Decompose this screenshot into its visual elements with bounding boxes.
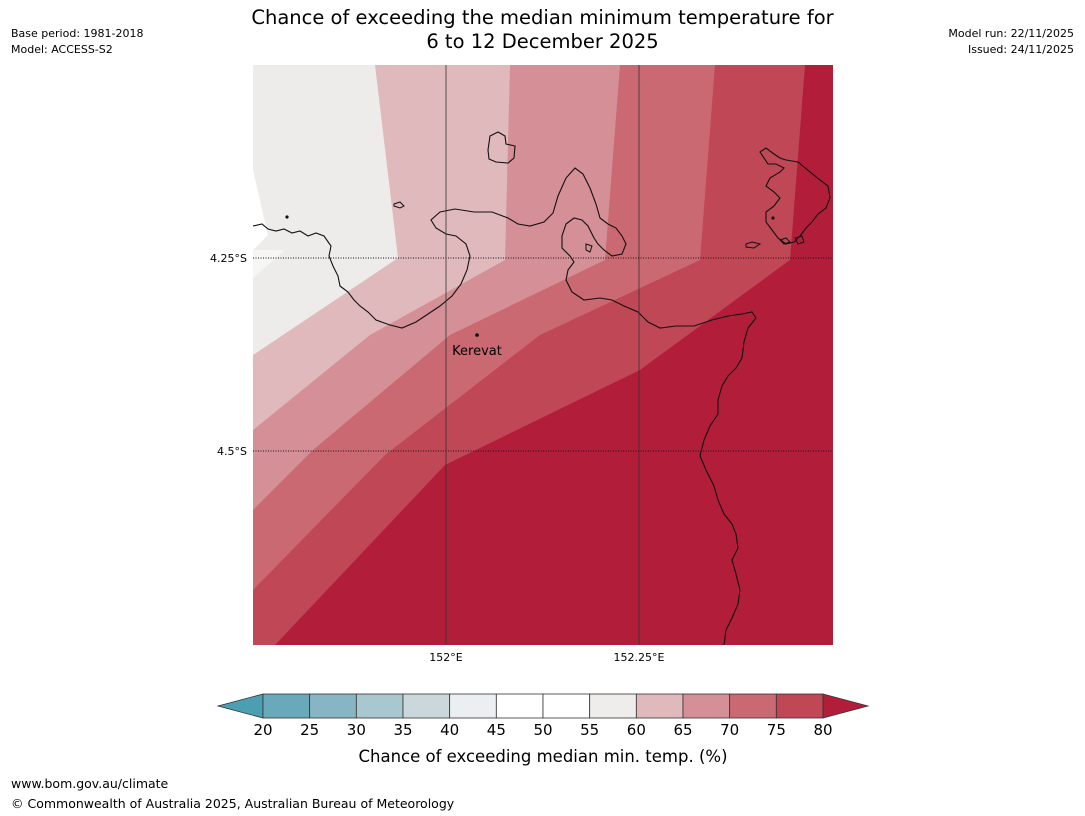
colorbar-tick-label: 80	[813, 721, 832, 739]
issued-text: Issued: 24/11/2025	[967, 43, 1074, 56]
colorbar-tick-label: 30	[347, 721, 366, 739]
colorbar-low-extension	[216, 693, 264, 719]
colorbar-tick-label: 75	[767, 721, 786, 739]
colorbar-segment	[775, 693, 824, 719]
colorbar-segment	[589, 693, 637, 719]
coastline-islet-3	[745, 241, 762, 249]
coastline-island-north	[487, 131, 516, 164]
colorbar-segment	[635, 693, 684, 719]
colorbar-tick-labels: 20 25 30 35 40 45 50 55 60 65 70 75 80	[253, 721, 832, 739]
colorbar-segment	[309, 693, 357, 719]
model-text: Model: ACCESS-S2	[11, 43, 113, 56]
colorbar: 20 25 30 35 40 45 50 55 60 65 70 75 80 Chance of exc…	[216, 693, 870, 766]
map-area	[253, 65, 833, 645]
colorbar-tick-label: 35	[393, 721, 412, 739]
metadata-left: Base period: 1981-2018 Model: ACCESS-S2	[11, 26, 143, 58]
coastline-islet-5	[794, 235, 805, 245]
footer-url: www.bom.gov.au/climate	[11, 776, 169, 791]
colorbar-segment	[682, 693, 731, 719]
base-period-text: Base period: 1981-2018	[11, 27, 144, 40]
colorbar-segment	[495, 693, 544, 719]
colorbar-tick-label: 40	[440, 721, 459, 739]
colorbar-high-extension	[822, 693, 870, 719]
colorbar-tick-label: 70	[720, 721, 739, 739]
coastline-islet-6	[285, 215, 289, 219]
colorbar-segment	[355, 693, 404, 719]
lon-label-152-25e: 152.25°E	[614, 651, 665, 664]
colorbar-tick-label: 20	[253, 721, 272, 739]
coastline-islet-4	[779, 237, 791, 245]
colorbar-segment	[729, 693, 777, 719]
metadata-right: Model run: 22/11/2025 Issued: 24/11/2025	[948, 26, 1074, 58]
coastline-new-ireland	[759, 147, 831, 245]
lon-label-152e: 152°E	[429, 651, 462, 664]
footer: www.bom.gov.au/climate © Commonwealth of…	[11, 774, 454, 814]
colorbar-tick-label: 60	[627, 721, 646, 739]
no-data-area	[253, 65, 268, 250]
colorbar-tick-label: 55	[580, 721, 599, 739]
colorbar-tick-label: 45	[487, 721, 506, 739]
colorbar-tick-label: 65	[673, 721, 692, 739]
colorbar-segment	[402, 693, 451, 719]
colorbar-tick-label: 50	[533, 721, 552, 739]
colorbar-segment	[542, 693, 591, 719]
no-data-area-2	[253, 250, 285, 278]
colorbar-segments	[262, 693, 824, 719]
coastline-islet-2	[585, 243, 593, 253]
model-run-text: Model run: 22/11/2025	[948, 27, 1074, 40]
kerevat-label: Kerevat	[452, 344, 502, 359]
coastline-new-britain	[253, 167, 757, 645]
title-line-1: Chance of exceeding the median minimum t…	[251, 6, 834, 29]
band-55-60	[253, 65, 398, 355]
lat-label-4-5s: 4.5°S	[217, 445, 247, 458]
colorbar-title: Chance of exceeding median min. temp. (%…	[358, 747, 727, 766]
footer-copyright: © Commonwealth of Australia 2025, Austra…	[11, 796, 455, 811]
colorbar-segment	[449, 693, 497, 719]
colorbar-segment	[262, 693, 311, 719]
kerevat-marker	[475, 333, 479, 337]
colorbar-tick-label: 25	[300, 721, 319, 739]
coastline-islet-1	[393, 201, 405, 209]
map-title: Chance of exceeding the median minimum t…	[0, 6, 1085, 54]
lat-label-4-25s: 4.25°S	[210, 252, 247, 265]
coastline-islet-7	[771, 216, 775, 220]
title-line-2: 6 to 12 December 2025	[426, 30, 659, 53]
